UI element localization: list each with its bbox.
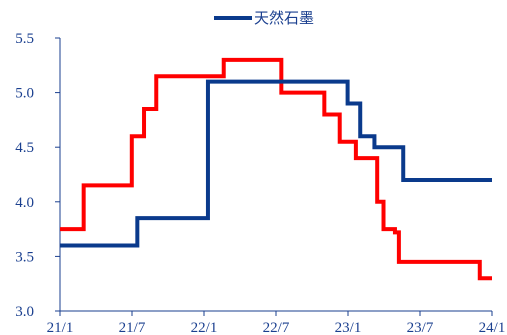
y-tick-label: 4.0 bbox=[15, 195, 34, 211]
axes: 3.0 3.5 4.0 4.5 5.0 5.5 21/1 21/7 22/1 22/7 23/1 23… bbox=[15, 31, 505, 335]
y-tick-label: 3.5 bbox=[15, 249, 34, 265]
x-tick-label: 23/1 bbox=[335, 320, 362, 335]
legend: 天然石墨 bbox=[214, 9, 314, 27]
x-tick-label: 22/1 bbox=[191, 320, 218, 335]
y-tick-label: 4.5 bbox=[15, 140, 34, 156]
x-tick-label: 24/1 bbox=[479, 320, 506, 335]
x-tick-label: 21/7 bbox=[119, 320, 146, 335]
y-tick-label: 5.0 bbox=[15, 86, 34, 102]
x-tick-label: 21/1 bbox=[47, 320, 74, 335]
series-layer bbox=[60, 57, 492, 281]
series-line-1 bbox=[60, 57, 492, 281]
y-tick-label: 3.0 bbox=[15, 304, 34, 320]
legend-label: 天然石墨 bbox=[254, 9, 314, 27]
x-tick-label: 22/7 bbox=[263, 320, 290, 335]
y-tick-label: 5.5 bbox=[15, 31, 34, 47]
x-tick-label: 23/7 bbox=[407, 320, 434, 335]
series-line-0 bbox=[60, 79, 492, 248]
